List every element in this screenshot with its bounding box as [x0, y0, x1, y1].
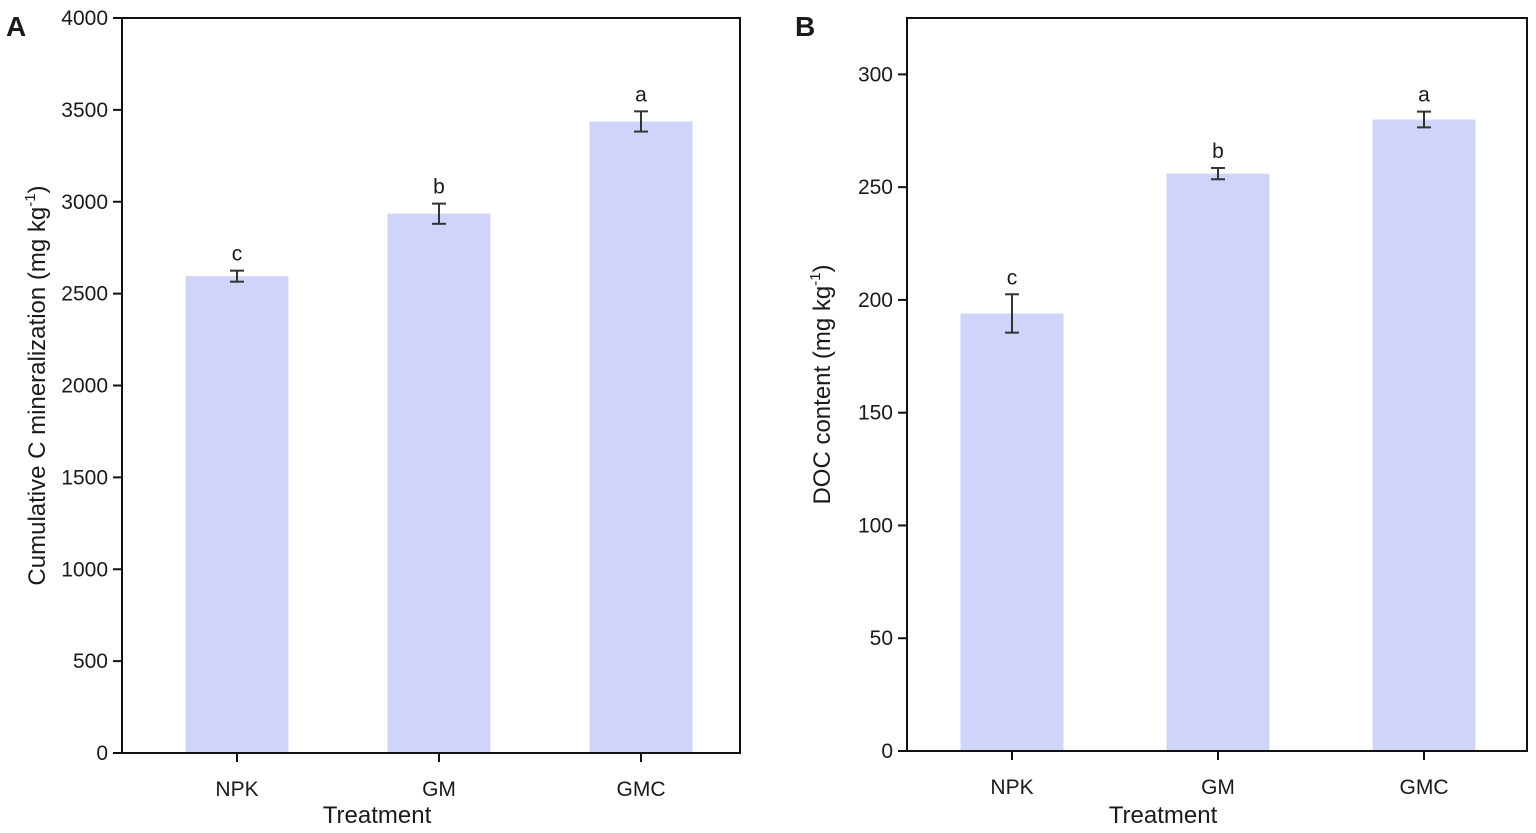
- y-tick-label: 100: [858, 514, 893, 537]
- significance-label: a: [1418, 84, 1430, 107]
- significance-label: a: [635, 83, 647, 106]
- x-tick-label: GM: [1201, 776, 1235, 799]
- significance-label: b: [433, 176, 445, 199]
- x-axis-title: Treatment: [1109, 802, 1218, 829]
- y-axis-title-main: DOC content (mg kg: [809, 286, 836, 505]
- y-tick-label: 200: [858, 289, 893, 312]
- y-tick-label: 1500: [61, 466, 108, 489]
- x-tick-label: NPK: [990, 776, 1033, 799]
- y-axis-title-superscript: -1: [22, 193, 39, 206]
- x-tick-label: NPK: [215, 778, 258, 801]
- y-tick-label: 2500: [61, 283, 108, 306]
- y-axis-title-main: Cumulative C mineralization (mg kg: [24, 207, 51, 586]
- x-axis-title: Treatment: [323, 802, 432, 829]
- significance-label: c: [232, 243, 243, 266]
- bar-gmc: [589, 121, 693, 754]
- panel-a: Ac b a 0 500 1000 1500 2000 2500 3000 3500 4000 NPK G…: [6, 7, 741, 829]
- bar-gm: [1166, 173, 1270, 752]
- y-tick-label: 150: [858, 402, 893, 425]
- bar-npk: [960, 313, 1064, 751]
- y-tick-label: 0: [96, 742, 108, 765]
- y-tick-label: 300: [858, 63, 893, 86]
- x-tick-label: GMC: [1400, 776, 1449, 799]
- y-axis-title-end: ): [24, 185, 51, 193]
- bar-npk: [185, 276, 289, 753]
- y-tick-label: 2000: [61, 375, 108, 398]
- y-tick-label: 4000: [61, 7, 108, 30]
- y-tick-label: 50: [870, 627, 893, 650]
- panel-letter: B: [795, 11, 815, 42]
- x-tick-label: GM: [422, 778, 456, 801]
- y-axis-title-superscript: -1: [807, 272, 824, 285]
- error-bar-gm: [432, 202, 446, 225]
- y-tick-label: 1000: [61, 558, 108, 581]
- error-bar-npk: [1005, 293, 1019, 334]
- bar-gm: [387, 213, 491, 754]
- panel-b: Bc b a 0 50 100 150 200 250 300 NPK GM GMC Treatment D…: [795, 11, 1528, 829]
- error-bar-gmc: [1417, 110, 1431, 129]
- error-bar-gm: [1211, 166, 1225, 181]
- y-tick-label: 250: [858, 176, 893, 199]
- y-tick-label: 3000: [61, 191, 108, 214]
- y-tick-label: 3500: [61, 99, 108, 122]
- y-tick-label: 0: [881, 740, 893, 763]
- significance-label: c: [1007, 266, 1018, 289]
- y-axis-title: Cumulative C mineralization (mg kg-1): [22, 185, 51, 585]
- y-axis-title-end: ): [809, 264, 836, 272]
- significance-label: b: [1212, 140, 1224, 163]
- x-tick-label: GMC: [617, 778, 666, 801]
- error-bar-gmc: [634, 110, 648, 133]
- panel-letter: A: [6, 11, 26, 42]
- y-axis-title: DOC content (mg kg-1): [807, 264, 836, 504]
- bar-gmc: [1372, 119, 1476, 751]
- error-bar-npk: [230, 269, 244, 283]
- y-tick-label: 500: [73, 650, 108, 673]
